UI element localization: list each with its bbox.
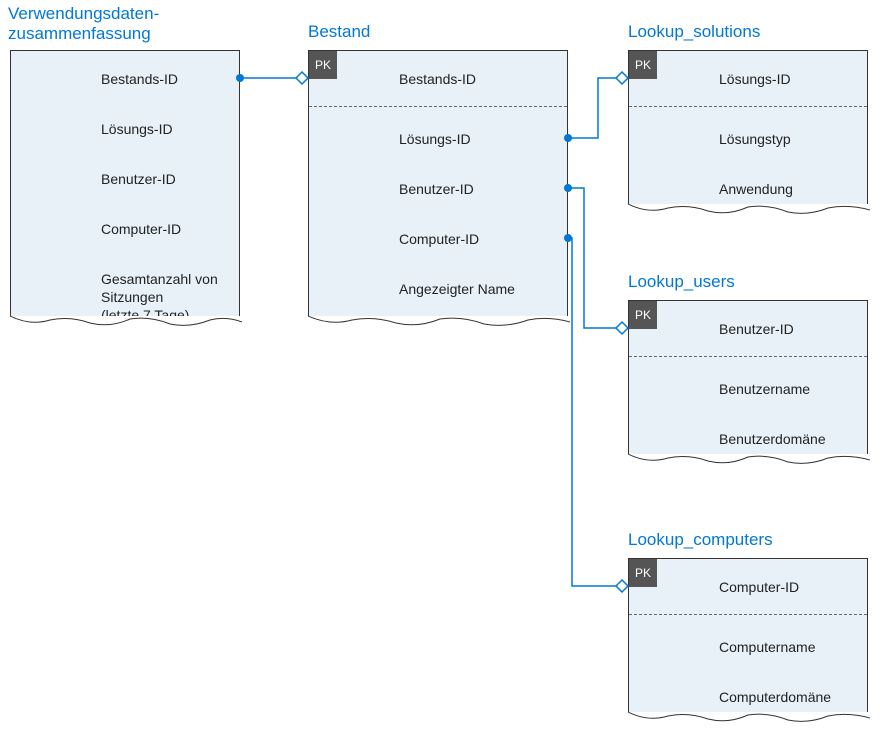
field-benutzer-id: Benutzer-ID	[719, 321, 794, 337]
entity-bestand: PK Bestands-ID Lösungs-ID Benutzer-ID Co…	[308, 50, 568, 330]
entity-title-usage: Verwendungsdaten- zusammenfassung	[8, 4, 159, 44]
field-computer-id: Computer-ID	[101, 221, 181, 237]
entity-lookup-solutions: PK Lösungs-ID Lösungstyp Anwendung	[628, 50, 868, 218]
torn-edge-icon	[308, 316, 568, 330]
field-benutzer-id: Benutzer-ID	[101, 171, 176, 187]
divider	[629, 614, 867, 615]
pk-badge: PK	[629, 559, 657, 587]
torn-edge-icon	[628, 454, 868, 468]
divider	[629, 106, 867, 107]
field-benutzername: Benutzername	[719, 381, 810, 397]
entity-lookup-users: PK Benutzer-ID Benutzername Benutzerdomä…	[628, 300, 868, 468]
entity-lookup-computers: PK Computer-ID Computername Computerdomä…	[628, 558, 868, 726]
field-loesungs-id: Lösungs-ID	[399, 131, 471, 147]
field-angezeigter-name: Angezeigter Name	[399, 281, 515, 297]
field-sessions-1: Gesamtanzahl von	[101, 271, 218, 287]
connector-bestand-solutions	[564, 72, 628, 142]
field-computername: Computername	[719, 639, 816, 655]
entity-title-lookup-solutions: Lookup_solutions	[628, 22, 760, 42]
field-computer-id: Computer-ID	[719, 579, 799, 595]
field-loesungs-id: Lösungs-ID	[101, 121, 173, 137]
field-computer-id: Computer-ID	[399, 231, 479, 247]
torn-edge-icon	[10, 316, 240, 330]
title-line1: Verwendungsdaten-	[8, 4, 159, 23]
entity-usage: Bestands-ID Lösungs-ID Benutzer-ID Compu…	[10, 50, 240, 330]
divider	[309, 106, 567, 107]
connector-usage-bestand	[236, 72, 308, 84]
entity-title-bestand: Bestand	[308, 22, 370, 42]
field-computerdomaene: Computerdomäne	[719, 689, 831, 705]
pk-badge: PK	[629, 51, 657, 79]
field-benutzer-id: Benutzer-ID	[399, 181, 474, 197]
pk-badge: PK	[309, 51, 337, 79]
connector-bestand-computers	[564, 234, 628, 592]
field-sessions-2: Sitzungen	[101, 289, 163, 305]
title-line2: zusammenfassung	[8, 24, 151, 43]
torn-edge-icon	[628, 204, 868, 218]
torn-edge-icon	[628, 712, 868, 726]
connector-bestand-users	[564, 184, 628, 334]
field-loesungs-id: Lösungs-ID	[719, 71, 791, 87]
field-benutzerdomaene: Benutzerdomäne	[719, 431, 826, 447]
entity-title-lookup-users: Lookup_users	[628, 272, 735, 292]
field-bestands-id: Bestands-ID	[399, 71, 476, 87]
field-bestands-id: Bestands-ID	[101, 71, 178, 87]
field-anwendung: Anwendung	[719, 181, 793, 197]
entity-title-lookup-computers: Lookup_computers	[628, 530, 773, 550]
divider	[629, 356, 867, 357]
pk-badge: PK	[629, 301, 657, 329]
field-loesungstyp: Lösungstyp	[719, 131, 791, 147]
